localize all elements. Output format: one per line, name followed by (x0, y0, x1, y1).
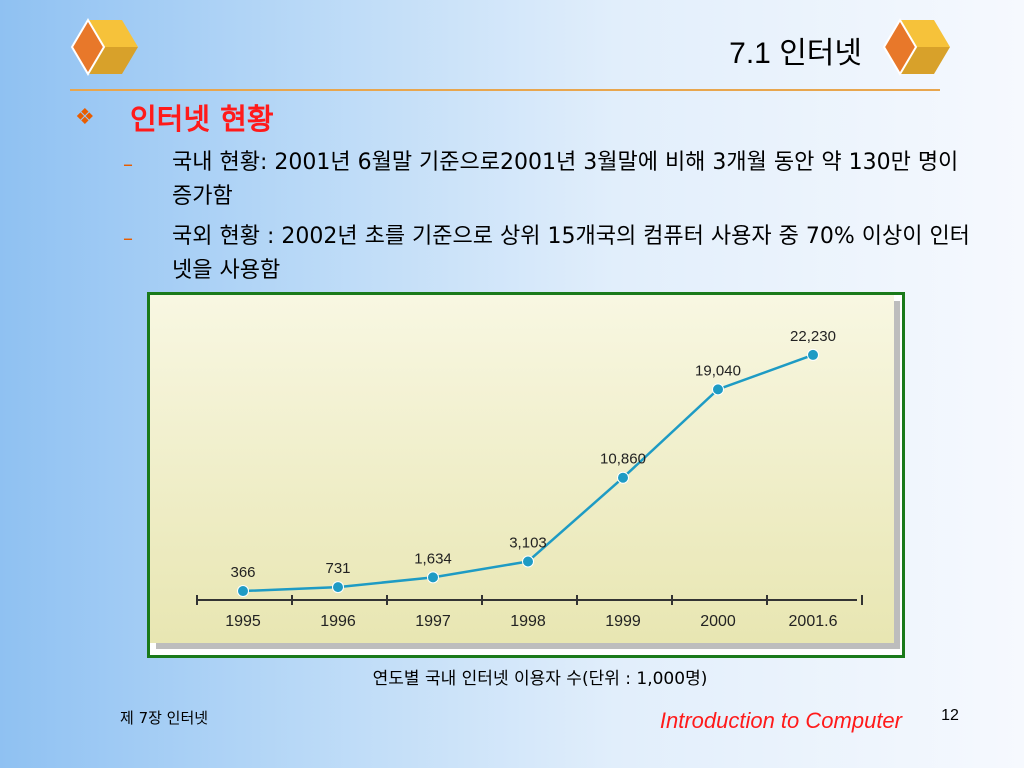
data-label: 731 (325, 560, 350, 577)
slide-title: 7.1 인터넷 (729, 37, 862, 70)
x-tick-label: 1996 (320, 613, 356, 630)
page-number: 12 (941, 707, 959, 724)
x-tick-label: 2000 (700, 613, 736, 630)
bullet-domestic: 국내 현황: 2001년 6월말 기준으로2001년 3월말에 비해 3개월 동… (172, 150, 959, 209)
x-tick-label: 1997 (415, 613, 451, 630)
data-label: 22,230 (790, 328, 836, 345)
data-label: 366 (230, 564, 255, 581)
plot-shadow-right (894, 301, 900, 649)
bullet-dash: – (123, 226, 133, 250)
x-tick-label: 1999 (605, 613, 641, 630)
footer-chapter: 제 7장 인터넷 (120, 709, 209, 727)
data-point (617, 471, 629, 484)
data-label: 10,860 (600, 451, 646, 468)
bullet-dash: – (123, 152, 133, 176)
title-divider (70, 89, 940, 91)
data-point (712, 383, 724, 396)
data-point (427, 571, 439, 584)
chart-frame: 1995 1996 1997 1998 1999 2000 2001.6 366 731 1,6… (147, 292, 905, 658)
plot-background (150, 295, 894, 643)
data-label: 19,040 (695, 362, 741, 379)
section-heading: 인터넷 현황 (130, 102, 274, 136)
footer-course-title: Introduction to Computer (659, 708, 902, 733)
cube-icon (882, 18, 950, 76)
plot-shadow-bottom (156, 643, 900, 649)
x-tick-label: 2001.6 (789, 613, 838, 630)
heading-bullet-icon: ❖ (75, 105, 95, 130)
cube-icon (70, 18, 138, 76)
data-label: 1,634 (414, 550, 452, 567)
x-tick-label: 1995 (225, 613, 261, 630)
x-tick-label: 1998 (510, 613, 546, 630)
internet-users-chart: 1995 1996 1997 1998 1999 2000 2001.6 366 731 1,6… (150, 295, 900, 649)
data-point (332, 581, 344, 594)
chart-caption: 연도별 국내 인터넷 이용자 수(단위 : 1,000명) (372, 669, 708, 689)
data-point (237, 585, 249, 598)
data-point (522, 555, 534, 568)
bullet-overseas: 국외 현황 : 2002년 초를 기준으로 상위 15개국의 컴퓨터 사용자 중… (172, 224, 970, 283)
data-label: 3,103 (509, 534, 547, 551)
data-point (807, 348, 819, 361)
